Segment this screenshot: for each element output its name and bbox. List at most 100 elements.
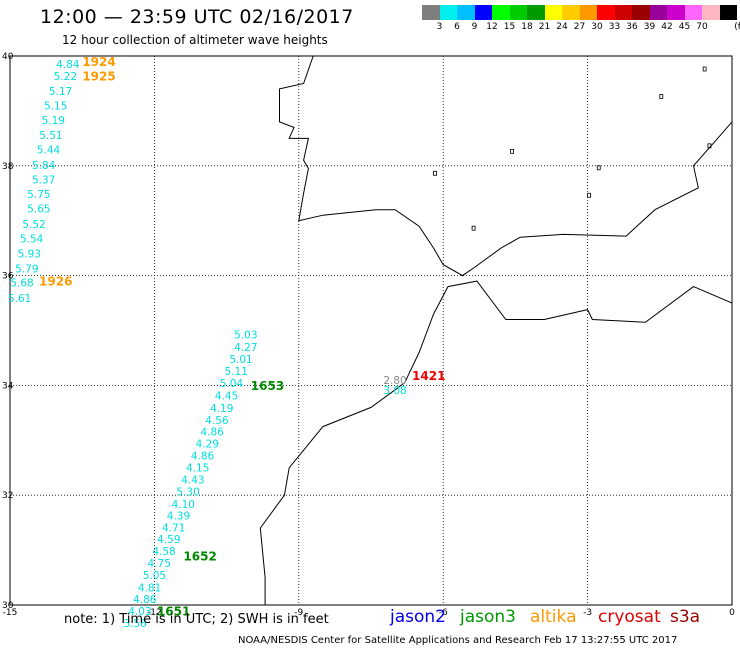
lat-tick-label: 40 — [2, 52, 14, 62]
swh-value-label: 5.51 — [39, 130, 62, 142]
swh-value-label: 5.04 — [220, 378, 244, 390]
time-label: 1651 — [157, 604, 190, 618]
color-swatch — [439, 5, 457, 20]
time-label: 1926 — [39, 274, 72, 288]
swh-value-label: 4.75 — [148, 558, 171, 570]
color-tick-label: 36 — [626, 22, 638, 32]
time-label: 1924 — [82, 55, 115, 69]
color-swatch — [632, 5, 650, 20]
swh-value-label: 4.45 — [215, 391, 238, 403]
swh-value-label: 4.84 — [56, 59, 80, 71]
color-swatch — [579, 5, 597, 20]
lat-tick-label: 34 — [2, 381, 14, 391]
swh-value-label: 5.11 — [225, 366, 248, 378]
color-tick-label: 12 — [486, 22, 498, 32]
lake-outline — [659, 94, 664, 99]
color-tick-label: 9 — [471, 22, 478, 32]
swh-value-label: 4.43 — [181, 475, 204, 487]
swh-value-label: 5.01 — [229, 354, 252, 366]
color-scale-bar — [422, 5, 737, 20]
note-text: note: 1) Time is in UTC; 2) SWH is in fe… — [64, 612, 329, 627]
color-swatch — [719, 5, 737, 20]
legend-cryosat: cryosat — [598, 607, 661, 627]
legend-s3a: s3a — [670, 607, 701, 627]
color-swatch — [457, 5, 475, 20]
swh-value-label: 3.08 — [383, 385, 406, 397]
swh-value-label: 4.15 — [186, 463, 209, 475]
color-tick-label: 24 — [556, 22, 568, 32]
swh-value-label: 5.19 — [42, 115, 65, 127]
lon-tick-label: 0 — [729, 608, 735, 618]
swh-value-label: 5.15 — [44, 100, 67, 112]
map-title: 12:00 — 23:59 UTC 02/16/2017 — [40, 6, 354, 28]
lake-outline — [707, 143, 712, 149]
swh-value-label: 5.54 — [20, 234, 44, 246]
color-swatch — [492, 5, 510, 20]
swh-value-label: 5.65 — [27, 203, 50, 215]
land-layer — [259, 56, 732, 605]
lake-outline — [587, 192, 591, 198]
color-tick-label: 30 — [591, 22, 603, 32]
lake-outline — [471, 225, 476, 231]
lake-outline — [433, 170, 437, 176]
lake-outline — [510, 148, 514, 154]
lake-outline — [702, 66, 707, 72]
color-tick-label: 18 — [521, 22, 533, 32]
swh-value-label: 4.56 — [205, 415, 229, 427]
time-label: 1652 — [183, 550, 216, 564]
color-tick-label: 33 — [608, 22, 621, 32]
swh-value-label: 4.59 — [157, 534, 180, 546]
color-swatch — [544, 5, 562, 20]
color-swatch — [667, 5, 685, 20]
color-tick-label: 3 — [436, 22, 443, 32]
swh-value-label: 5.75 — [27, 189, 50, 201]
lat-tick-label: 36 — [2, 272, 14, 282]
color-swatch — [649, 5, 667, 20]
lake-outline — [596, 165, 601, 171]
lon-tick-label: -6 — [439, 608, 448, 618]
color-swatch — [562, 5, 580, 20]
color-tick-label: 15 — [503, 22, 516, 32]
color-swatch — [614, 5, 632, 20]
color-swatch — [527, 5, 545, 20]
swh-value-label: 5.44 — [37, 145, 61, 157]
legend-jason2: jason2 — [390, 607, 446, 627]
swh-value-label: 4.10 — [172, 499, 195, 511]
swh-value-label: 4.29 — [196, 438, 219, 450]
swh-value-label: 4.81 — [138, 582, 161, 594]
color-tick-label: 27 — [573, 22, 586, 32]
color-swatch — [684, 5, 702, 20]
swh-value-label: 5.93 — [18, 248, 41, 260]
swh-value-label: 4.27 — [234, 342, 257, 354]
lon-tick-label: -12 — [147, 608, 162, 618]
swh-value-label: 2.80 — [383, 375, 406, 387]
swh-value-label: 5.52 — [22, 219, 45, 231]
footer-credit: NOAA/NESDIS Center for Satellite Applica… — [238, 635, 678, 646]
color-unit-label: (ft) — [734, 22, 740, 32]
swh-value-label: 5.37 — [32, 174, 55, 186]
iberia-coastline — [279, 56, 732, 277]
lon-tick-label: -3 — [583, 608, 592, 618]
swh-value-label: 5.84 — [32, 160, 56, 172]
lon-tick-label: -15 — [3, 608, 18, 618]
time-label: 1421 — [412, 369, 445, 383]
color-swatch — [422, 5, 440, 20]
swh-value-label: 4.39 — [167, 510, 190, 522]
lat-tick-label: 30 — [2, 601, 14, 611]
swh-value-label: 5.79 — [15, 263, 38, 275]
swh-value-label: 4.86 — [133, 594, 157, 606]
color-tick-label: 21 — [538, 22, 551, 32]
color-tick-label: 45 — [678, 22, 691, 32]
swh-value-label: 5.17 — [49, 86, 72, 98]
time-label: 1653 — [251, 379, 284, 393]
map-subtitle: 12 hour collection of altimeter wave hei… — [62, 33, 328, 47]
color-swatch — [597, 5, 615, 20]
swh-value-label: 5.05 — [143, 570, 166, 582]
color-swatch — [509, 5, 527, 20]
swh-value-label: 4.58 — [152, 546, 175, 558]
color-swatch — [474, 5, 492, 20]
swh-value-label: 4.71 — [162, 522, 185, 534]
color-swatch — [702, 5, 720, 20]
swh-value-label: 5.30 — [176, 487, 199, 499]
